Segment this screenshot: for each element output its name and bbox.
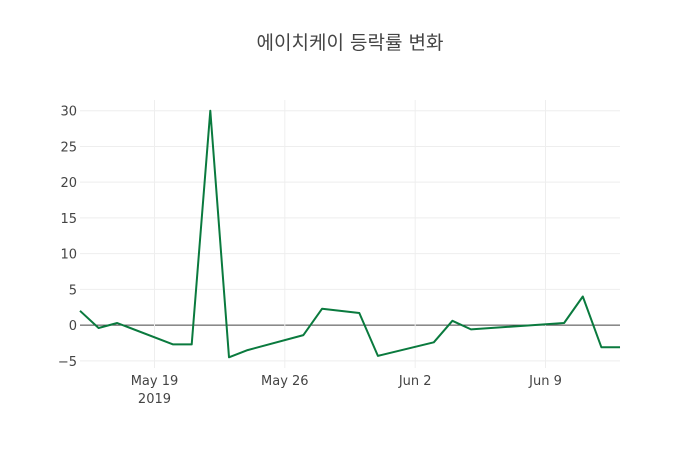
y-tick-label: 5 (69, 283, 77, 298)
x-tick-label: May 19 (131, 374, 179, 389)
y-tick-label: 10 (60, 248, 77, 263)
x-tick-sublabel: 2019 (138, 392, 171, 407)
chart-title: 에이치케이 등락률 변화 (257, 32, 444, 54)
x-tick-label: Jun 2 (398, 374, 432, 389)
y-tick-label: −5 (58, 355, 77, 370)
x-tick-label: Jun 9 (528, 374, 562, 389)
y-tick-label: 25 (60, 140, 77, 155)
series (80, 111, 620, 358)
series-line (80, 111, 620, 358)
x-tick-label: May 26 (261, 374, 309, 389)
y-tick-label: 15 (60, 212, 77, 227)
axes: −5 0 5 10 15 20 25 30 May 19 2019 May 26 Jun 2 Jun 9 (58, 105, 562, 407)
grid (80, 100, 620, 368)
y-tick-label: 0 (69, 319, 77, 334)
y-tick-label: 30 (60, 105, 77, 120)
y-tick-label: 20 (60, 176, 77, 191)
